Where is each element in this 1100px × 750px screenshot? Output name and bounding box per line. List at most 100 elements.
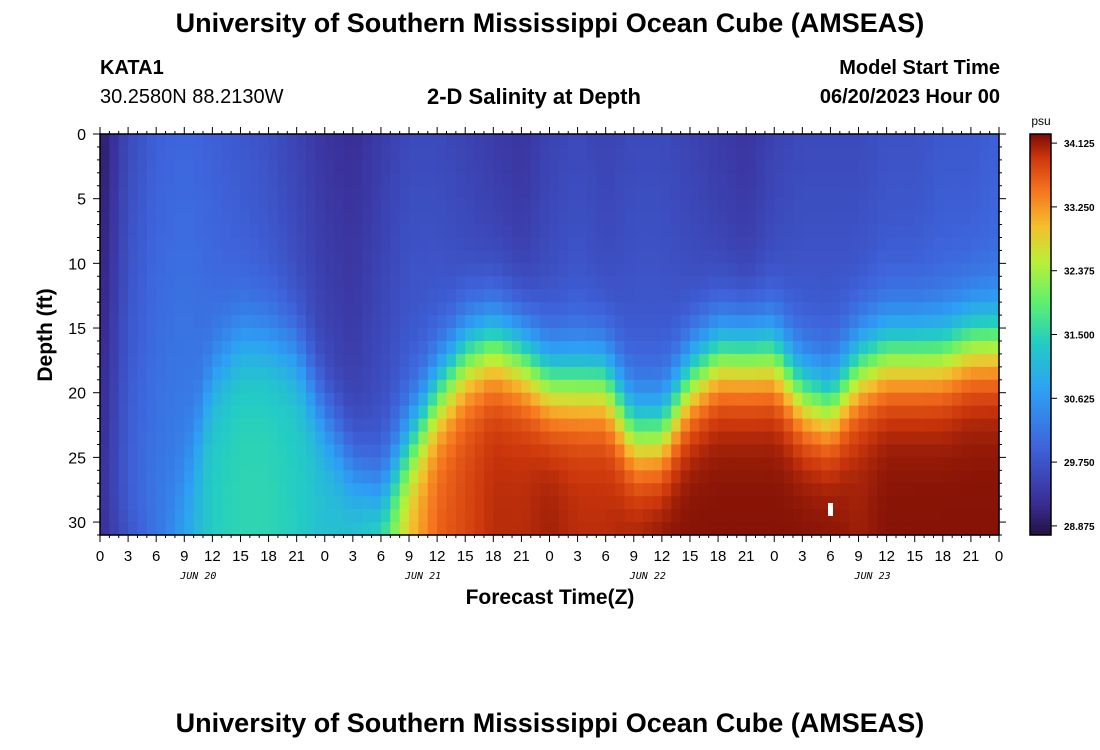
heatmap-cell <box>427 405 438 420</box>
heatmap-cell <box>708 315 719 329</box>
heatmap-cell <box>886 159 897 174</box>
heatmap-cell <box>352 405 363 420</box>
heatmap-cell <box>146 146 157 161</box>
heatmap-cell <box>736 315 747 329</box>
heatmap-cell <box>287 366 298 381</box>
heatmap-cell <box>933 444 944 458</box>
heatmap-cell <box>493 159 504 174</box>
heatmap-cell <box>802 431 813 446</box>
heatmap-cell <box>839 276 850 290</box>
heatmap-cell <box>802 134 813 148</box>
heatmap-cell <box>708 366 719 381</box>
heatmap-cell <box>352 509 363 523</box>
heatmap-cell <box>755 405 766 420</box>
heatmap-cell <box>390 172 401 187</box>
heatmap-cell <box>427 315 438 329</box>
heatmap-cell <box>652 263 663 277</box>
heatmap-cell <box>371 263 382 277</box>
heatmap-cell <box>568 224 579 239</box>
heatmap-cell <box>399 522 410 536</box>
heatmap-cell <box>970 340 981 355</box>
heatmap-cell <box>287 379 298 394</box>
heatmap-cell <box>100 198 110 213</box>
heatmap-cell <box>212 276 223 290</box>
heatmap-cell <box>437 276 448 290</box>
heatmap-cell <box>746 340 757 355</box>
heatmap-cell <box>493 509 504 523</box>
heatmap-cell <box>362 366 373 381</box>
heatmap-cell <box>540 509 551 523</box>
heatmap-cell <box>502 522 513 536</box>
heatmap-cell <box>661 237 672 252</box>
heatmap-cell <box>980 159 991 174</box>
station-marker <box>828 503 833 516</box>
heatmap-cell <box>362 431 373 446</box>
heatmap-cell <box>399 353 410 368</box>
heatmap-cell <box>521 496 532 510</box>
heatmap-cell <box>905 496 916 510</box>
heatmap-cell <box>905 366 916 381</box>
heatmap-cell <box>109 172 120 187</box>
heatmap-cell <box>558 366 569 381</box>
heatmap-cell <box>783 522 794 536</box>
heatmap-cell <box>259 405 270 420</box>
heatmap-cell <box>100 418 110 433</box>
heatmap-cell <box>521 237 532 252</box>
heatmap-cell <box>100 289 110 303</box>
heatmap-cell <box>586 276 597 290</box>
heatmap-cell <box>905 405 916 420</box>
heatmap-cell <box>961 483 972 497</box>
heatmap-cell <box>165 237 176 252</box>
heatmap-cell <box>399 444 410 458</box>
heatmap-cell <box>643 172 654 187</box>
heatmap-cell <box>689 405 700 420</box>
heatmap-cell <box>483 457 494 471</box>
heatmap-cell <box>933 353 944 368</box>
heatmap-cell <box>446 224 457 239</box>
heatmap-cell <box>568 315 579 329</box>
colorbar-tick-label: 31.500 <box>1064 331 1095 342</box>
heatmap-cell <box>727 457 738 471</box>
heatmap-cell <box>165 483 176 497</box>
heatmap-cell <box>858 224 869 239</box>
heatmap-cell <box>830 263 841 277</box>
heatmap-cell <box>390 302 401 316</box>
heatmap-cell <box>146 276 157 290</box>
heatmap-cell <box>680 509 691 523</box>
heatmap-cell <box>371 172 382 187</box>
heatmap-cell <box>924 198 935 213</box>
heatmap-cell <box>577 405 588 420</box>
heatmap-cell <box>512 198 522 213</box>
heatmap-cell <box>249 211 260 226</box>
heatmap-cell <box>577 522 588 536</box>
heatmap-cell <box>952 198 963 213</box>
heatmap-cell <box>118 276 129 290</box>
heatmap-cell <box>427 392 438 407</box>
heatmap-cell <box>970 224 981 239</box>
heatmap-cell <box>586 289 597 303</box>
heatmap-cell <box>727 418 738 433</box>
heatmap-cell <box>296 146 307 161</box>
heatmap-cell <box>146 496 157 510</box>
heatmap-cell <box>184 224 195 239</box>
heatmap-cell <box>315 509 326 523</box>
heatmap-cell <box>615 444 626 458</box>
heatmap-cell <box>249 392 260 407</box>
heatmap-cell <box>418 340 429 355</box>
heatmap-cell <box>895 185 906 200</box>
model-start-value: 06/20/2023 Hour 00 <box>819 86 1000 108</box>
heatmap-cell <box>736 250 747 264</box>
heatmap-cell <box>474 328 485 342</box>
heatmap-cell <box>774 483 785 497</box>
heatmap-cell <box>849 198 860 213</box>
heatmap-cell <box>324 146 335 161</box>
heatmap-cell <box>268 289 279 303</box>
heatmap-cell <box>465 289 476 303</box>
heatmap-cell <box>521 405 532 420</box>
heatmap-cell <box>343 522 354 536</box>
heatmap-cell <box>109 379 120 394</box>
heatmap-cell <box>446 211 457 226</box>
heatmap-cell <box>427 276 438 290</box>
heatmap-cell <box>877 483 888 497</box>
heatmap-cell <box>849 457 860 471</box>
